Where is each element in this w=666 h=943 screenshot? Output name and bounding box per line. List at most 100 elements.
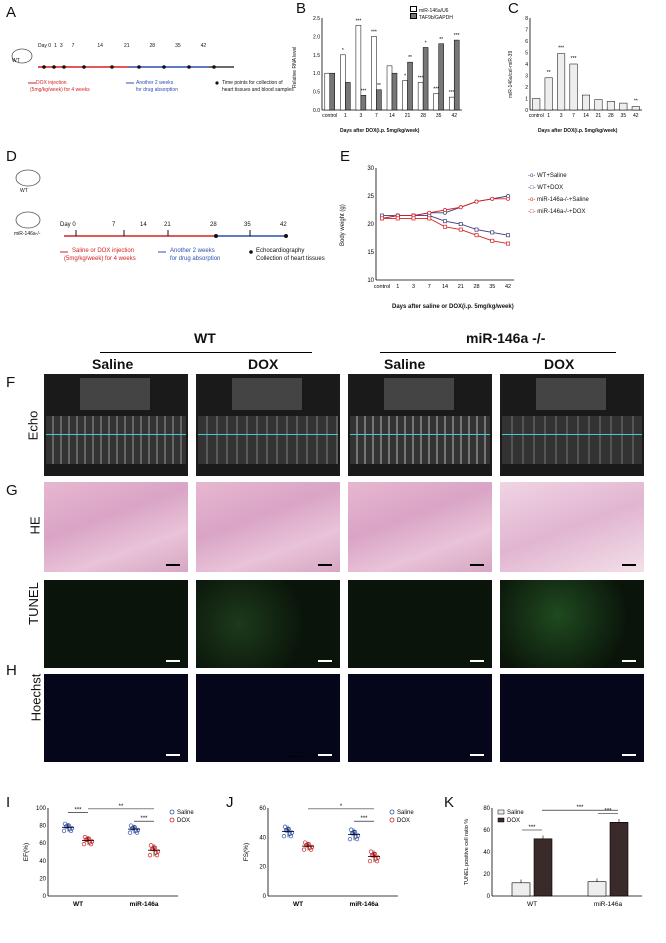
data-point <box>81 841 87 847</box>
tick-label-y: 0 <box>263 894 267 900</box>
tunel-image-wt-dox <box>196 580 340 668</box>
header-dox-1: DOX <box>248 356 279 372</box>
bar-taf9b <box>360 95 367 111</box>
legend-marker <box>389 809 395 815</box>
bar-taf9b <box>376 89 382 111</box>
tick-label-x: control <box>322 113 337 119</box>
sig-label: *** <box>433 86 439 92</box>
bar-taf9b <box>422 47 429 111</box>
sig-label: *** <box>418 75 424 81</box>
tunel-image-wt-saline <box>44 580 188 668</box>
sig-label: *** <box>355 18 361 24</box>
row-label-tunel: TUNEL <box>25 582 41 625</box>
tick-label-y: 60 <box>483 828 490 834</box>
tick-label-x: 35 <box>621 113 627 119</box>
bar-mir146a <box>386 65 393 111</box>
tick-label-y: 100 <box>36 806 47 812</box>
tick-label-y: 2 <box>525 85 528 91</box>
panel-letter-a: A <box>6 4 17 21</box>
he-image-ko-dox <box>500 482 644 572</box>
e-xlabel: Days after saline or DOX(i.p. 5mg/kg/wee… <box>392 304 514 310</box>
e-legend: -o- WT+Saline -□- WT+DOX -o- miR-146a-/-… <box>528 173 589 215</box>
b-legend-1: miR-146a/U6 <box>410 6 448 14</box>
data-point <box>128 823 134 828</box>
group-label: miR-146a <box>130 901 159 908</box>
tick-label-y: 40 <box>483 850 490 856</box>
sig-label: * <box>404 74 406 80</box>
tick-label-x: 21 <box>405 113 411 119</box>
d-wt-label: WT <box>20 188 28 194</box>
legend-label: Saline <box>397 810 414 816</box>
tick-label-y: 60 <box>39 841 46 847</box>
sig-label: *** <box>528 825 536 831</box>
tick-label-y: 15 <box>367 250 374 256</box>
bar <box>544 77 553 111</box>
header-ko: miR-146a -/- <box>466 330 546 346</box>
legend-marker <box>389 817 395 823</box>
data-point <box>82 834 88 840</box>
tick-label-y: 0 <box>487 894 491 900</box>
d-legend-coll: Collection of heart tissues <box>256 256 325 262</box>
d-day14: 14 <box>140 222 147 228</box>
data-point <box>474 199 479 204</box>
d-day28: 28 <box>210 222 217 228</box>
legend-label: DOX <box>507 818 520 824</box>
group-label: WT <box>73 901 83 908</box>
sig-label: *** <box>371 29 377 35</box>
data-point <box>374 858 380 864</box>
data-point <box>490 238 495 243</box>
he-image-wt-dox <box>196 482 340 572</box>
data-point <box>458 222 463 226</box>
data-point <box>288 834 294 839</box>
sig-label: * <box>340 804 343 810</box>
tick-label-y: 1 <box>525 97 528 103</box>
bar-taf9b <box>407 61 413 111</box>
bar <box>587 881 607 897</box>
bar <box>606 101 615 111</box>
tick-label-x: 35 <box>436 113 442 119</box>
data-point <box>62 821 68 826</box>
b-ylabel: Relative RNA level <box>292 46 298 88</box>
data-point <box>130 826 136 831</box>
tick-label-y: 0.5 <box>313 90 320 96</box>
panel-d-timeline <box>15 169 288 254</box>
bar-taf9b <box>438 43 444 111</box>
tick-label-x: control <box>529 113 544 119</box>
tick-label-x: control <box>374 284 391 290</box>
sig-label: ** <box>377 83 381 89</box>
data-point <box>395 216 400 221</box>
panel-a-timeline <box>11 48 234 85</box>
d-legend-abs2: for drug absorption <box>170 256 221 262</box>
tick-label-y: 40 <box>259 835 266 841</box>
d-day0: Day 0 <box>60 222 76 228</box>
sig-label: *** <box>604 809 612 815</box>
tick-label-x: 3 <box>359 113 362 119</box>
bar-taf9b <box>391 72 398 111</box>
c-ylabel: miR-146a/cel-miR-39 <box>508 50 514 98</box>
sig-label: ** <box>547 70 551 76</box>
panel-letter-j: J <box>226 794 234 811</box>
legend-abs: Another 2 weeks <box>136 80 174 86</box>
sig-label: *** <box>449 90 455 96</box>
data-point <box>506 196 510 201</box>
tick-label-x: 14 <box>389 113 395 119</box>
legend-label: DOX <box>177 818 190 824</box>
panel-letter-d: D <box>6 148 17 165</box>
sig-label: ** <box>408 55 412 61</box>
mouse-icon <box>11 48 33 64</box>
tick-label-y: 4 <box>525 62 528 68</box>
hoechst-image-wt-dox <box>196 674 340 762</box>
panel-letter-h: H <box>6 662 17 679</box>
d-day42: 42 <box>280 222 287 228</box>
data-point <box>347 836 353 842</box>
echo-image-wt-saline <box>44 374 188 476</box>
tick-label-x: 7 <box>428 284 431 290</box>
data-point <box>490 196 495 201</box>
data-point <box>135 827 141 833</box>
legend-dox-dose: (5mg/kg/week) for 4 weeks <box>30 87 90 93</box>
bar-mir146a <box>355 25 362 111</box>
tick-label-x: 14 <box>442 284 448 290</box>
bar <box>582 94 590 111</box>
